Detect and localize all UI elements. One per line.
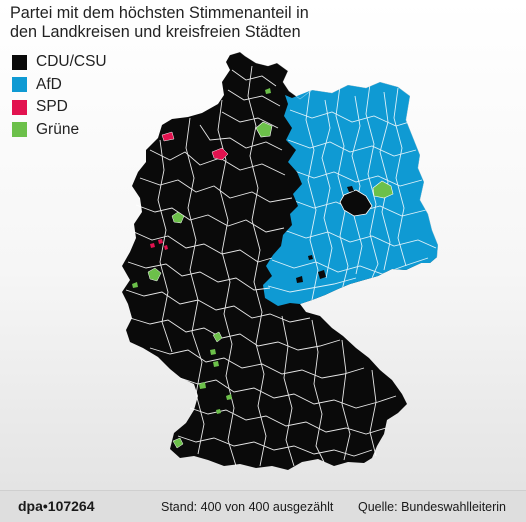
spd-bremen [211,147,229,161]
legend-item-gruene: Grüne [12,119,107,142]
legend: CDU/CSU AfD SPD Grüne [12,51,107,141]
gruene-karlsruhe [199,382,206,389]
gruene-aachen [132,282,138,288]
gruene-koeln [147,267,162,282]
cdu-east-district-2 [318,270,326,279]
legend-swatch-gruene [12,122,27,138]
title-line-2: den Landkreisen und kreisfreien Städten [10,23,301,41]
gruene-hamburg [255,121,273,138]
gruene-freiburg [172,437,184,449]
legend-label-afd: AfD [36,75,62,93]
dpa-credit: dpa•107264 [18,498,95,514]
germany-map [122,51,439,470]
gruene-berlin [372,180,394,199]
footer: dpa•107264 Stand: 400 von 400 ausgezählt… [0,490,526,522]
spd-ruhr-3 [164,245,168,250]
legend-item-cdu: CDU/CSU [12,51,107,74]
legend-label-gruene: Grüne [36,120,80,138]
gruene-stuttgart [226,394,232,400]
district-borders-west [125,65,397,467]
gruene-tuebingen [216,409,221,414]
gruene-kiel [265,88,271,94]
gruene-muenster [171,211,185,224]
legend-item-afd: AfD [12,74,107,97]
legend-label-spd: SPD [36,98,68,116]
spd-ruhr-2 [150,243,155,248]
count-status: Stand: 400 von 400 ausgezählt [161,500,334,514]
gruene-frankfurt [212,331,223,343]
gruene-heidelberg [213,361,219,367]
legend-swatch-spd [12,99,27,115]
cdu-east-district-1 [347,186,354,192]
source-note: Quelle: Bundeswahlleiterin [358,500,507,514]
germany-outline [229,51,439,258]
cdu-east-district-4 [308,255,313,260]
map-title: Partei mit dem höchsten Stimmenanteil in… [10,4,390,42]
cdu-east-enclave [339,189,373,217]
legend-swatch-afd [12,77,27,93]
gruene-darmstadt [210,349,216,355]
cdu-east-district-3 [296,276,303,283]
title-line-1: Partei mit dem höchsten Stimmenanteil in [10,4,309,22]
spd-emden [161,131,175,142]
legend-swatch-cdu [12,54,27,70]
legend-item-spd: SPD [12,96,107,119]
legend-label-cdu: CDU/CSU [36,53,107,71]
spd-ruhr [158,239,163,244]
